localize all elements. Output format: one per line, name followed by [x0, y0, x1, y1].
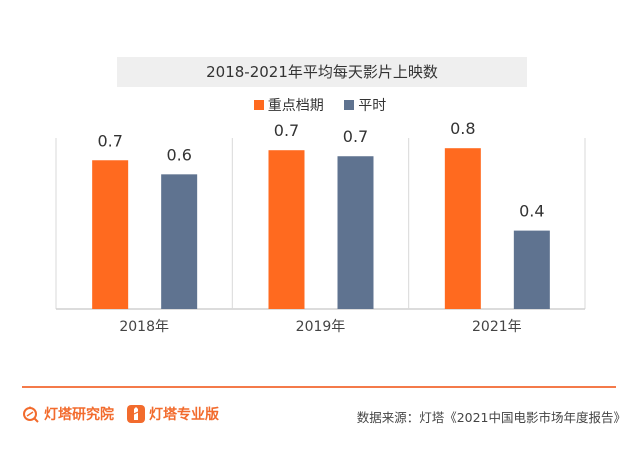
data-label: 0.7 [343, 127, 368, 146]
brand-label: 灯塔研究院 [44, 407, 114, 423]
bar-key-period [444, 148, 481, 309]
dengta-search-logo-icon [23, 406, 39, 423]
x-tick-label: 2021年 [472, 319, 522, 335]
legend-item-normal: 平时 [344, 95, 386, 115]
data-label: 0.6 [166, 145, 191, 164]
data-label: 0.8 [450, 119, 475, 138]
brand-dengta-research: 灯塔研究院 [22, 404, 114, 424]
bar-key-period [92, 160, 129, 309]
brand-label: 灯塔专业版 [149, 407, 219, 423]
legend-item-key-period: 重点档期 [253, 95, 324, 115]
data-source-note: 数据来源：灯塔《2021中国电影市场年度报告》 [356, 410, 626, 425]
bar-chart: 0.7 0.7 0.8 0.6 0.7 0.4 2018年 2019年 2021年 [55, 119, 586, 335]
data-label: 0.7 [274, 121, 299, 140]
x-tick-label: 2019年 [296, 319, 346, 335]
legend-swatch-blue [344, 100, 355, 110]
bar-key-period [268, 150, 305, 309]
footer-divider [22, 386, 616, 388]
legend-label: 重点档期 [267, 98, 324, 114]
x-tick-label: 2018年 [119, 319, 169, 335]
dengta-tower-logo-icon [127, 405, 145, 423]
legend-label: 平时 [358, 98, 387, 114]
bar-normal [161, 174, 198, 309]
brand-dengta-pro: 灯塔专业版 [127, 404, 219, 424]
bar-normal [513, 230, 550, 309]
data-label: 0.4 [519, 202, 544, 221]
legend: 重点档期 平时 [0, 95, 640, 115]
chart-title: 2018-2021年平均每天影片上映数 [117, 57, 527, 87]
data-label: 0.7 [97, 131, 122, 150]
bar-normal [337, 156, 374, 309]
legend-swatch-orange [253, 100, 264, 110]
